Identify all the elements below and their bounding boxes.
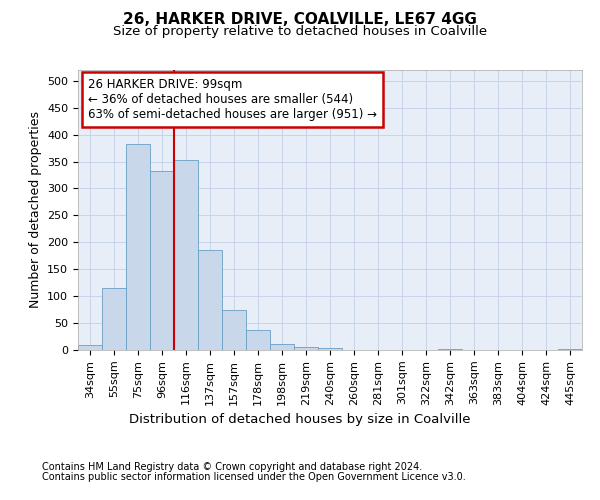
Bar [294, 347, 318, 350]
Text: Contains public sector information licensed under the Open Government Licence v3: Contains public sector information licen… [42, 472, 466, 482]
Bar [558, 349, 582, 350]
Text: Distribution of detached houses by size in Coalville: Distribution of detached houses by size … [129, 412, 471, 426]
Bar [222, 310, 246, 350]
Text: Contains HM Land Registry data © Crown copyright and database right 2024.: Contains HM Land Registry data © Crown c… [42, 462, 422, 472]
Bar [174, 160, 198, 350]
Text: 26, HARKER DRIVE, COALVILLE, LE67 4GG: 26, HARKER DRIVE, COALVILLE, LE67 4GG [123, 12, 477, 28]
Bar [150, 170, 174, 350]
Bar [78, 344, 102, 350]
Y-axis label: Number of detached properties: Number of detached properties [29, 112, 41, 308]
Bar [318, 348, 342, 350]
Bar [198, 250, 222, 350]
Bar [270, 344, 294, 350]
Bar [102, 288, 126, 350]
Text: Size of property relative to detached houses in Coalville: Size of property relative to detached ho… [113, 25, 487, 38]
Text: 26 HARKER DRIVE: 99sqm
← 36% of detached houses are smaller (544)
63% of semi-de: 26 HARKER DRIVE: 99sqm ← 36% of detached… [88, 78, 377, 122]
Bar [246, 330, 270, 350]
Bar [126, 144, 150, 350]
Bar [438, 349, 462, 350]
